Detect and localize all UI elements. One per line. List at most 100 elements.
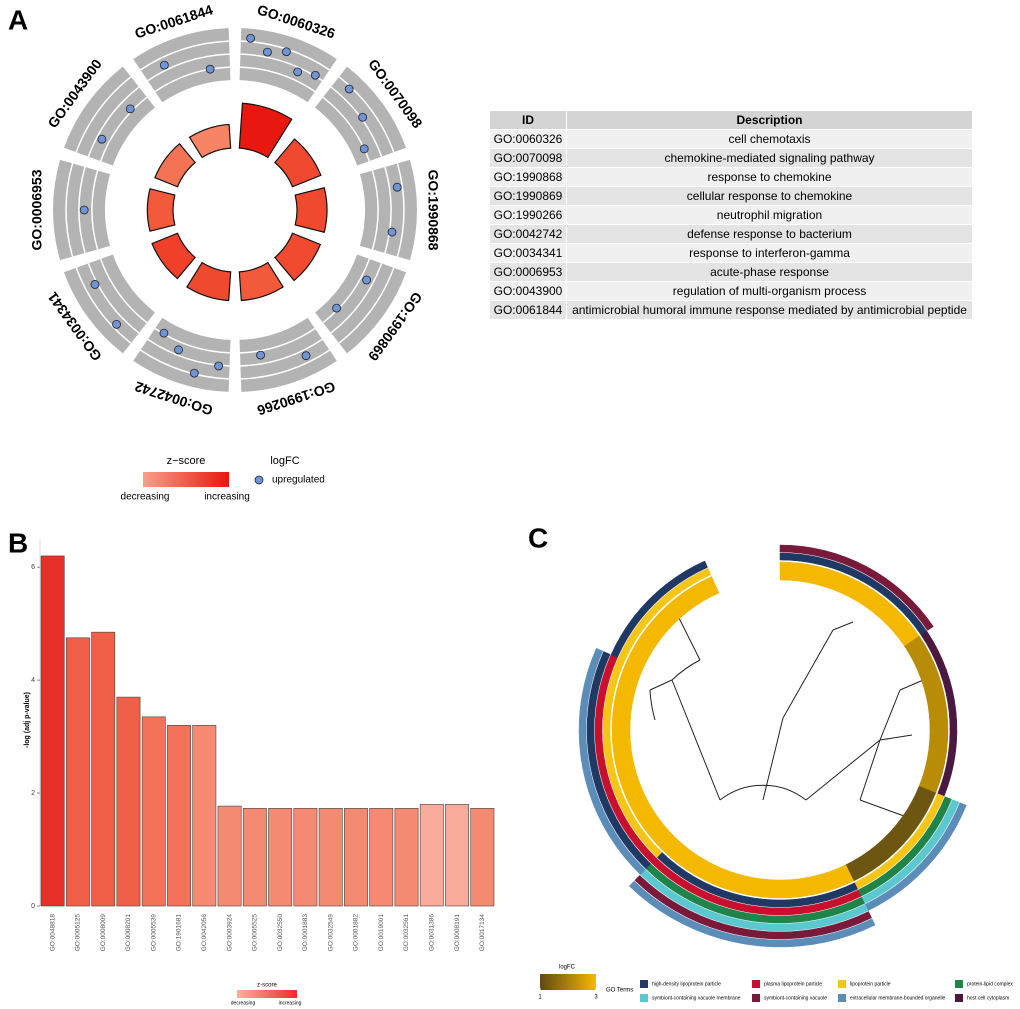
term-arc (670, 567, 712, 597)
table-row: GO:0043900 regulation of multi-organism p… (490, 281, 972, 301)
x-tick-label: GO:0001883 (302, 914, 309, 952)
panel-label: A (8, 4, 28, 35)
logfc-arc (676, 576, 720, 613)
y-tick-label: 4 (31, 677, 35, 684)
logfc-point (387, 227, 397, 237)
logfc-band (239, 317, 337, 392)
band-line (147, 53, 230, 82)
logfc-point (90, 280, 100, 289)
logfc-point (282, 47, 291, 57)
legend-swatch (640, 994, 648, 1002)
legend-tick-label: 3 (594, 995, 598, 1001)
bar (344, 808, 368, 907)
y-axis-label: -log (adj p-value) (24, 692, 31, 748)
legend-swatch (955, 980, 963, 988)
term-label: GO:1990868 (425, 170, 441, 251)
logfc-point (310, 70, 320, 80)
logfc-point (189, 368, 199, 378)
legend-label: lipoprotein particle (850, 981, 891, 987)
band-line (87, 86, 140, 157)
logfc-point (392, 182, 402, 192)
table-header: Description (566, 111, 972, 130)
logfc-point (214, 361, 224, 371)
table-row: GO:0006953 acute-phase response (490, 262, 972, 282)
table-cell: GO:0070098 (490, 148, 567, 168)
table-row: GO:0061844 antimicrobial humoral immune r… (490, 300, 972, 320)
go-table: ID Description GO:0060326 cell chemotaxis G… (490, 111, 972, 320)
logfc-band (133, 28, 231, 103)
band-line (338, 76, 395, 153)
bar (192, 725, 217, 907)
table-row: GO:1990869 cellular response to chemokine (490, 186, 972, 206)
legend-label: high-density lipoprotein particle (652, 981, 721, 987)
logfc-arc (773, 876, 816, 899)
term-bar (186, 261, 232, 302)
term-arc (602, 698, 613, 743)
band-line (140, 349, 230, 380)
y-tick-label: 6 (31, 564, 35, 571)
x-tick-label: GO:0005539 (150, 914, 157, 952)
table-cell: defense response to bacterium (566, 224, 972, 244)
bar (268, 808, 293, 907)
table-cell: GO:0006953 (490, 262, 567, 282)
band-line (87, 263, 140, 334)
dendrogram (649, 611, 929, 821)
table-cell: GO:1990266 (490, 205, 567, 225)
x-tick-label: GO:0019001 (378, 914, 385, 952)
table-cell: GO:1990868 (490, 167, 567, 187)
logfc-point (263, 47, 272, 57)
bar (116, 696, 141, 907)
logfc-arc (733, 873, 776, 899)
term-arc (628, 880, 676, 919)
x-tick-label: GO:0032550 (277, 914, 284, 952)
table-cell: antimicrobial humoral immune response me… (566, 300, 972, 320)
x-tick-label: GO:0032561 (403, 914, 410, 952)
term-bar (238, 261, 284, 302)
band-line (75, 267, 132, 344)
bar (394, 808, 419, 907)
logfc-point (256, 350, 265, 360)
legend-tick-label: 1 (538, 995, 542, 1001)
band-line (99, 96, 148, 162)
term-bar (146, 188, 176, 232)
bar (217, 805, 242, 907)
x-tick-label: GO:0005125 (75, 914, 82, 952)
panel-label: B (8, 527, 28, 558)
logfc-point (97, 134, 107, 144)
term-bar (238, 102, 293, 159)
table-cell: response to interferon-gamma (566, 243, 972, 263)
term-arc (581, 647, 604, 697)
term-arc (665, 560, 708, 591)
x-tick-label: GO:0031386 (429, 914, 436, 952)
y-tick-label: 2 (31, 790, 35, 797)
legend-title: z−score (167, 455, 206, 467)
legend-label: decreasing (121, 492, 170, 503)
x-tick-label: GO:0042056 (201, 914, 208, 952)
x-tick-label: GO:0008009 (100, 914, 107, 952)
legend-swatch (955, 994, 963, 1002)
panel-label: C (528, 522, 548, 553)
bar (445, 804, 470, 907)
bar (318, 808, 343, 907)
legend-label: protein-lipid complex (967, 981, 1013, 987)
legend-title: logFC (559, 965, 576, 971)
band-line (322, 258, 371, 324)
term-bar (294, 187, 328, 233)
logfc-point (358, 112, 368, 122)
logfc-point (293, 67, 303, 77)
bar (167, 725, 191, 907)
logfc-point (205, 64, 215, 74)
table-cell: GO:0060326 (490, 129, 567, 149)
legend-point (254, 475, 264, 485)
bar (40, 555, 65, 907)
table-cell: chemokine-mediated signaling pathway (566, 148, 972, 168)
x-tick-label: GO:0017134 (479, 914, 486, 952)
band-line (330, 263, 383, 334)
x-tick-label: GO:0048818 (49, 914, 56, 952)
bar (419, 804, 444, 907)
logfc-arc (779, 561, 821, 585)
x-tick-label: GO:0001882 (353, 914, 360, 952)
band-line (239, 327, 316, 354)
legend-label: symbiont-containing vacuole membrane (652, 995, 741, 1001)
table-cell: GO:0034341 (490, 243, 567, 263)
